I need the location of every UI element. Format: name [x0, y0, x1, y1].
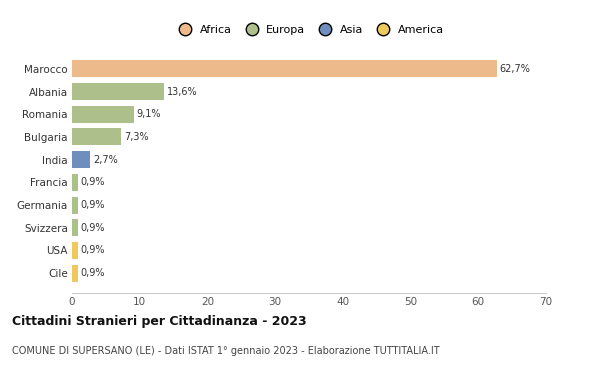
Text: 9,1%: 9,1%	[136, 109, 161, 119]
Text: 0,9%: 0,9%	[81, 223, 106, 233]
Bar	[72, 264, 78, 282]
Bar	[72, 106, 134, 123]
Legend: Africa, Europa, Asia, America: Africa, Europa, Asia, America	[170, 21, 448, 40]
Text: 7,3%: 7,3%	[124, 132, 149, 142]
Bar	[72, 174, 78, 191]
Bar	[72, 60, 497, 78]
Text: 0,9%: 0,9%	[81, 177, 106, 187]
Text: Cittadini Stranieri per Cittadinanza - 2023: Cittadini Stranieri per Cittadinanza - 2…	[12, 315, 307, 328]
Bar	[72, 242, 78, 259]
Bar	[72, 83, 164, 100]
Text: COMUNE DI SUPERSANO (LE) - Dati ISTAT 1° gennaio 2023 - Elaborazione TUTTITALIA.: COMUNE DI SUPERSANO (LE) - Dati ISTAT 1°…	[12, 346, 440, 356]
Text: 13,6%: 13,6%	[167, 87, 197, 97]
Bar	[72, 196, 78, 214]
Text: 0,9%: 0,9%	[81, 268, 106, 278]
Bar	[72, 128, 121, 146]
Text: 0,9%: 0,9%	[81, 245, 106, 255]
Bar	[72, 219, 78, 236]
Text: 62,7%: 62,7%	[499, 64, 530, 74]
Text: 0,9%: 0,9%	[81, 200, 106, 210]
Bar	[72, 151, 90, 168]
Text: 2,7%: 2,7%	[93, 155, 118, 165]
